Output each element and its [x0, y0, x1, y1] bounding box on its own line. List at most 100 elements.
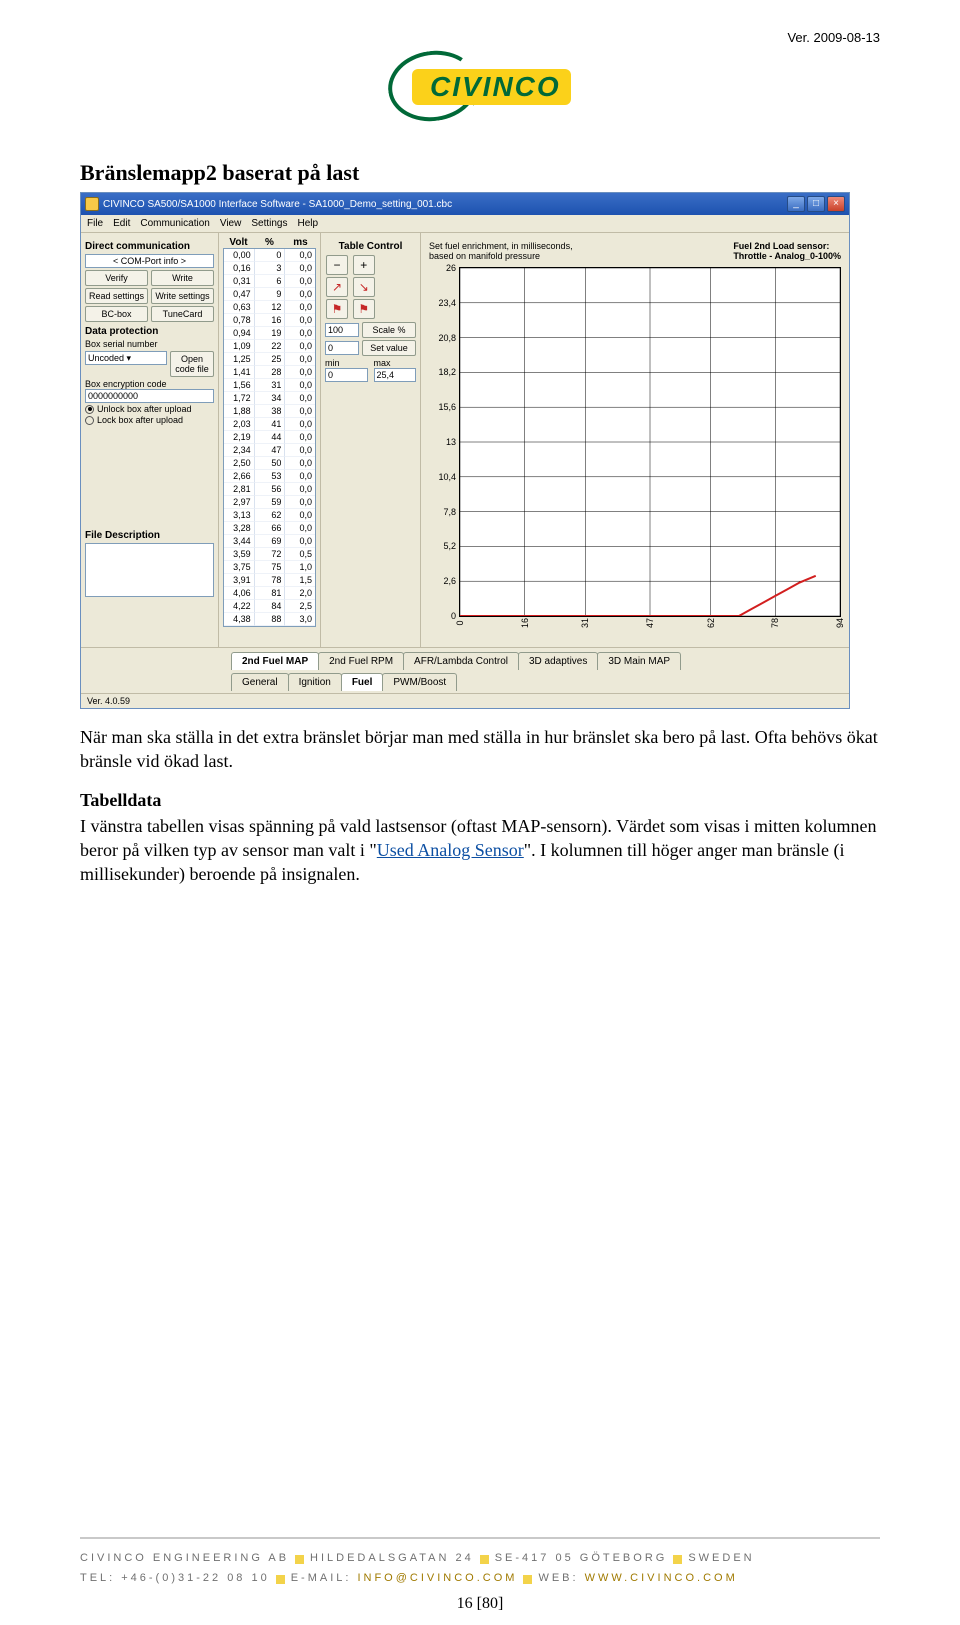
tab-3d-main-map[interactable]: 3D Main MAP: [597, 652, 681, 670]
table-row[interactable]: 3,13620,0: [224, 509, 315, 522]
table-row[interactable]: 0,0000,0: [224, 249, 315, 262]
data-protection-title: Data protection: [85, 326, 214, 337]
app-icon: [85, 197, 99, 211]
menu-view[interactable]: View: [220, 218, 242, 229]
tab-ignition[interactable]: Ignition: [288, 673, 342, 691]
table-row[interactable]: 3,44690,0: [224, 535, 315, 548]
section-title: Bränslemapp2 baserat på last: [80, 160, 880, 186]
tab-afr-lambda-control[interactable]: AFR/Lambda Control: [403, 652, 519, 670]
max-field[interactable]: 25,4: [374, 368, 417, 382]
table-row[interactable]: 2,03410,0: [224, 418, 315, 431]
y-tick-label: 23,4: [438, 298, 456, 308]
unlock-radio[interactable]: Unlock box after upload: [85, 404, 214, 414]
enc-value-field[interactable]: 0000000000: [85, 389, 214, 403]
read-settings-button[interactable]: Read settings: [85, 288, 148, 304]
logo: CIVINCO: [80, 55, 880, 130]
table-row[interactable]: 2,34470,0: [224, 444, 315, 457]
menu-help[interactable]: Help: [297, 218, 318, 229]
menu-edit[interactable]: Edit: [113, 218, 130, 229]
write-button[interactable]: Write: [151, 270, 214, 286]
table-row[interactable]: 0,63120,0: [224, 301, 315, 314]
table-row[interactable]: 2,50500,0: [224, 457, 315, 470]
data-table[interactable]: 0,0000,00,1630,00,3160,00,4790,00,63120,…: [223, 248, 316, 627]
version-date: Ver. 2009-08-13: [80, 30, 880, 45]
x-tick-label: 47: [645, 618, 655, 628]
maximize-button[interactable]: □: [807, 196, 825, 212]
table-row[interactable]: 4,38883,0: [224, 613, 315, 626]
table-row[interactable]: 0,94190,0: [224, 327, 315, 340]
write-settings-button[interactable]: Write settings: [151, 288, 214, 304]
tab-2nd-fuel-rpm[interactable]: 2nd Fuel RPM: [318, 652, 404, 670]
tab-general[interactable]: General: [231, 673, 289, 691]
scale-button[interactable]: Scale %: [362, 322, 416, 338]
tunecard-button[interactable]: TuneCard: [151, 306, 214, 322]
table-row[interactable]: 3,59720,5: [224, 548, 315, 561]
table-row[interactable]: 0,78160,0: [224, 314, 315, 327]
y-tick-label: 2,6: [443, 576, 456, 586]
verify-button[interactable]: Verify: [85, 270, 148, 286]
minus-button[interactable]: −: [326, 255, 348, 275]
menu-settings[interactable]: Settings: [251, 218, 287, 229]
separator-icon: [523, 1575, 532, 1584]
minimize-button[interactable]: _: [787, 196, 805, 212]
com-port-info[interactable]: < COM-Port info >: [85, 254, 214, 268]
table-row[interactable]: 0,4790,0: [224, 288, 315, 301]
tabs: 2nd Fuel MAP2nd Fuel RPMAFR/Lambda Contr…: [81, 647, 849, 693]
file-desc-box[interactable]: [85, 543, 214, 597]
table-row[interactable]: 1,25250,0: [224, 353, 315, 366]
data-table-panel: Volt % ms 0,0000,00,1630,00,3160,00,4790…: [219, 233, 321, 647]
window-title: CIVINCO SA500/SA1000 Interface Software …: [103, 199, 452, 210]
table-row[interactable]: 1,09220,0: [224, 340, 315, 353]
close-button[interactable]: ×: [827, 196, 845, 212]
x-tick-label: 62: [706, 618, 716, 628]
footer-web-link[interactable]: WWW.CIVINCO.COM: [585, 1569, 738, 1589]
table-row[interactable]: 1,41280,0: [224, 366, 315, 379]
y-tick-label: 15,6: [438, 402, 456, 412]
table-row[interactable]: 0,3160,0: [224, 275, 315, 288]
curve-down-icon[interactable]: ↘: [353, 277, 375, 297]
table-row[interactable]: 1,88380,0: [224, 405, 315, 418]
titlebar: CIVINCO SA500/SA1000 Interface Software …: [81, 193, 849, 215]
tab-pwm-boost[interactable]: PWM/Boost: [382, 673, 457, 691]
paragraph-2: I vänstra tabellen visas spänning på val…: [80, 814, 880, 887]
table-row[interactable]: 1,72340,0: [224, 392, 315, 405]
curve-up-icon[interactable]: ↗: [326, 277, 348, 297]
menu-file[interactable]: File: [87, 218, 103, 229]
table-row[interactable]: 2,19440,0: [224, 431, 315, 444]
chart-panel: Set fuel enrichment, in milliseconds, ba…: [421, 233, 849, 647]
table-row[interactable]: 0,1630,0: [224, 262, 315, 275]
uncoded-select[interactable]: Uncoded ▾: [85, 351, 167, 365]
table-row[interactable]: 4,22842,5: [224, 600, 315, 613]
x-tick-label: 94: [835, 618, 845, 628]
tab-3d-adaptives[interactable]: 3D adaptives: [518, 652, 598, 670]
min-field[interactable]: 0: [325, 368, 368, 382]
plus-button[interactable]: +: [353, 255, 375, 275]
bcbox-button[interactable]: BC-box: [85, 306, 148, 322]
footer-email-link[interactable]: INFO@CIVINCO.COM: [357, 1569, 517, 1589]
y-tick-label: 18,2: [438, 367, 456, 377]
paragraph-1: När man ska ställa in det extra bränslet…: [80, 725, 880, 774]
table-row[interactable]: 3,91781,5: [224, 574, 315, 587]
flag-left-icon[interactable]: ⚑: [326, 299, 348, 319]
flag-right-icon[interactable]: ⚑: [353, 299, 375, 319]
table-control-title: Table Control: [325, 241, 416, 252]
menu-communication[interactable]: Communication: [140, 218, 209, 229]
tab-2nd-fuel-map[interactable]: 2nd Fuel MAP: [231, 652, 319, 670]
table-row[interactable]: 1,56310,0: [224, 379, 315, 392]
x-tick-label: 78: [770, 618, 780, 628]
table-row[interactable]: 2,81560,0: [224, 483, 315, 496]
scale-field[interactable]: 100: [325, 323, 359, 337]
used-analog-sensor-link[interactable]: Used Analog Sensor: [377, 840, 524, 860]
table-row[interactable]: 2,97590,0: [224, 496, 315, 509]
open-code-button[interactable]: Open code file: [170, 351, 214, 377]
lock-radio[interactable]: Lock box after upload: [85, 415, 214, 425]
table-row[interactable]: 3,75751,0: [224, 561, 315, 574]
tab-fuel[interactable]: Fuel: [341, 673, 384, 691]
setvalue-button[interactable]: Set value: [362, 340, 416, 356]
th-ms: ms: [285, 237, 316, 248]
table-row[interactable]: 4,06812,0: [224, 587, 315, 600]
table-row[interactable]: 2,66530,0: [224, 470, 315, 483]
table-row[interactable]: 3,28660,0: [224, 522, 315, 535]
y-tick-label: 5,2: [443, 541, 456, 551]
setvalue-field[interactable]: 0: [325, 341, 359, 355]
